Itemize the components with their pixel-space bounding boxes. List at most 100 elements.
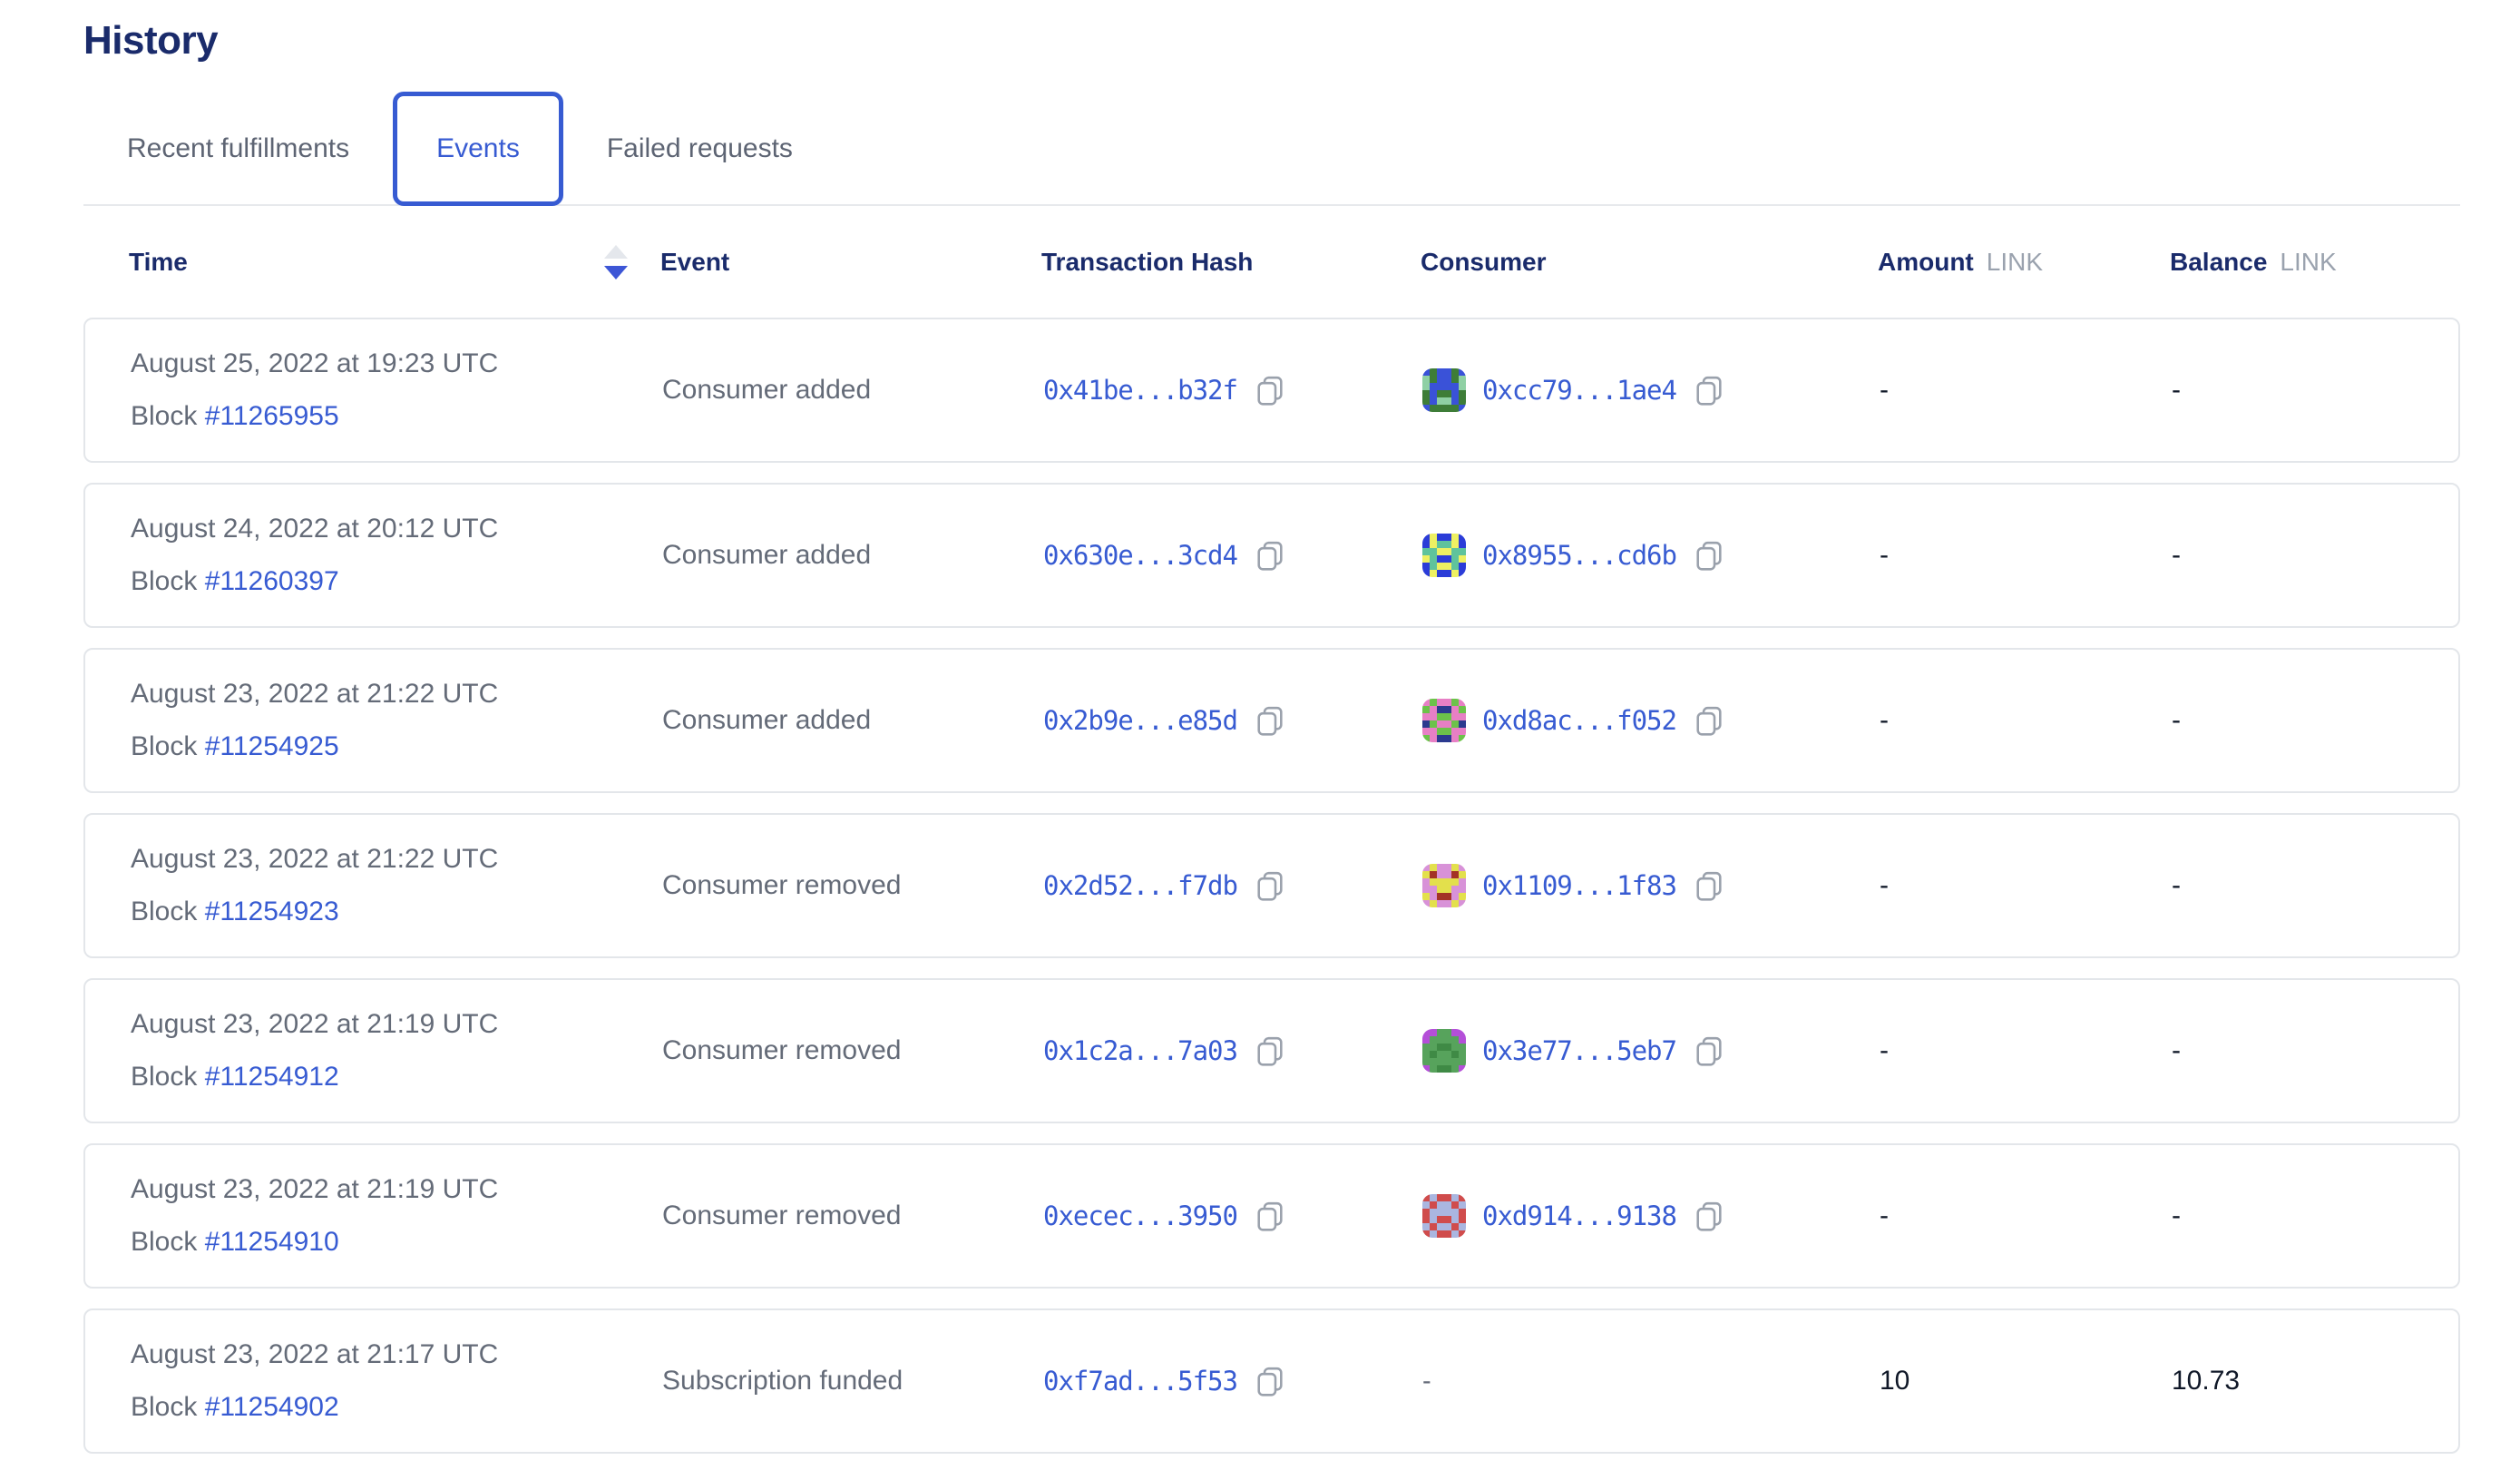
block-number-link[interactable]: #11254910 — [204, 1227, 339, 1257]
consumer-avatar — [1422, 534, 1466, 577]
consumer-cell: - — [1422, 1367, 1880, 1396]
tab-recent-fulfillments[interactable]: Recent fulfillments — [127, 133, 350, 163]
tx-hash-cell: 0xecec...3950 — [1043, 1200, 1422, 1232]
tx-hash-link[interactable]: 0x2b9e...e85d — [1043, 705, 1238, 736]
consumer-address-link[interactable]: 0x3e77...5eb7 — [1482, 1035, 1677, 1066]
tx-hash-cell: 0x2d52...f7db — [1043, 869, 1422, 902]
event-date: August 23, 2022 at 21:19 UTC — [131, 1174, 499, 1204]
event-type: Consumer added — [662, 540, 872, 570]
event-date: August 24, 2022 at 20:12 UTC — [131, 514, 499, 544]
copy-icon[interactable] — [1254, 1200, 1286, 1232]
column-header-time-label: Time — [129, 247, 188, 276]
consumer-address-link: - — [1422, 1366, 1431, 1396]
tab-bar: Recent fulfillments Events Failed requests — [83, 92, 2460, 206]
amount-unit-label: LINK — [1986, 247, 2044, 276]
sort-desc-icon — [604, 265, 628, 279]
consumer-avatar — [1422, 1194, 1466, 1238]
balance-value: - — [2172, 1035, 2181, 1065]
amount-value: - — [1880, 1035, 1889, 1065]
copy-icon[interactable] — [1254, 539, 1286, 572]
block-number-link[interactable]: #11254925 — [204, 731, 339, 761]
tab-divider — [83, 204, 2460, 206]
copy-icon[interactable] — [1693, 374, 1725, 407]
tx-hash-link[interactable]: 0x630e...3cd4 — [1043, 540, 1238, 571]
amount-value: - — [1880, 1200, 1889, 1230]
event-type: Consumer removed — [662, 1035, 902, 1065]
tx-hash-link[interactable]: 0x2d52...f7db — [1043, 870, 1238, 901]
copy-icon[interactable] — [1693, 539, 1725, 572]
block-number-link[interactable]: #11254912 — [204, 1062, 339, 1092]
time-cell: August 23, 2022 at 21:22 UTC Block #1125… — [131, 833, 662, 938]
copy-icon[interactable] — [1693, 1034, 1725, 1067]
table-header: Time Event Transaction Hash Consumer Amo… — [83, 206, 2460, 318]
copy-icon[interactable] — [1254, 1034, 1286, 1067]
balance-value: 10.73 — [2172, 1366, 2241, 1396]
consumer-address-link[interactable]: 0x8955...cd6b — [1482, 540, 1677, 571]
column-header-balance-label: Balance — [2170, 247, 2268, 276]
copy-icon[interactable] — [1254, 1365, 1286, 1397]
tx-hash-link[interactable]: 0x41be...b32f — [1043, 375, 1238, 406]
consumer-avatar — [1422, 864, 1466, 907]
consumer-address-link[interactable]: 0xcc79...1ae4 — [1482, 375, 1677, 406]
block-number-link[interactable]: #11254902 — [204, 1392, 339, 1422]
table-row: August 23, 2022 at 21:19 UTC Block #1125… — [83, 978, 2460, 1123]
copy-icon[interactable] — [1693, 869, 1725, 902]
consumer-address-link[interactable]: 0xd8ac...f052 — [1482, 705, 1677, 736]
consumer-cell: 0x8955...cd6b — [1422, 534, 1880, 577]
amount-value: 10 — [1880, 1366, 1910, 1396]
table-row: August 24, 2022 at 20:12 UTC Block #1126… — [83, 483, 2460, 628]
column-header-balance: Balance LINK — [2170, 248, 2460, 277]
tx-hash-link[interactable]: 0xecec...3950 — [1043, 1200, 1238, 1231]
time-cell: August 23, 2022 at 21:19 UTC Block #1125… — [131, 998, 662, 1103]
copy-icon[interactable] — [1254, 374, 1286, 407]
tx-hash-link[interactable]: 0xf7ad...5f53 — [1043, 1366, 1238, 1396]
column-header-event: Event — [660, 247, 730, 276]
consumer-address-link[interactable]: 0x1109...1f83 — [1482, 870, 1677, 901]
block-label: Block — [131, 401, 198, 431]
table-row: August 23, 2022 at 21:19 UTC Block #1125… — [83, 1143, 2460, 1289]
amount-value: - — [1880, 705, 1889, 735]
block-number-link[interactable]: #11254923 — [204, 897, 339, 926]
event-type: Consumer added — [662, 705, 872, 735]
sort-arrows-icon[interactable] — [604, 244, 628, 279]
balance-value: - — [2172, 375, 2181, 405]
consumer-address-link[interactable]: 0xd914...9138 — [1482, 1200, 1677, 1231]
block-label: Block — [131, 731, 198, 761]
tx-hash-cell: 0x2b9e...e85d — [1043, 704, 1422, 737]
amount-value: - — [1880, 375, 1889, 405]
event-date: August 23, 2022 at 21:22 UTC — [131, 844, 499, 874]
consumer-cell: 0x3e77...5eb7 — [1422, 1029, 1880, 1073]
column-header-amount: Amount LINK — [1878, 248, 2170, 277]
tab-failed-requests[interactable]: Failed requests — [606, 133, 793, 163]
consumer-cell: 0xd8ac...f052 — [1422, 699, 1880, 742]
tx-hash-cell: 0x630e...3cd4 — [1043, 539, 1422, 572]
event-date: August 25, 2022 at 19:23 UTC — [131, 348, 499, 378]
tab-events[interactable]: Events — [393, 92, 563, 206]
consumer-cell: 0xcc79...1ae4 — [1422, 368, 1880, 412]
column-header-consumer: Consumer — [1421, 247, 1547, 276]
time-cell: August 23, 2022 at 21:19 UTC Block #1125… — [131, 1163, 662, 1269]
consumer-avatar — [1422, 368, 1466, 412]
page-title: History — [83, 18, 219, 63]
consumer-avatar — [1422, 1029, 1466, 1073]
event-type: Consumer removed — [662, 1200, 902, 1230]
event-date: August 23, 2022 at 21:19 UTC — [131, 1009, 499, 1039]
balance-unit-label: LINK — [2280, 247, 2337, 276]
time-cell: August 25, 2022 at 19:23 UTC Block #1126… — [131, 338, 662, 443]
copy-icon[interactable] — [1693, 1200, 1725, 1232]
block-number-link[interactable]: #11265955 — [204, 401, 339, 431]
copy-icon[interactable] — [1254, 704, 1286, 737]
tx-hash-link[interactable]: 0x1c2a...7a03 — [1043, 1035, 1238, 1066]
copy-icon[interactable] — [1254, 869, 1286, 902]
amount-value: - — [1880, 540, 1889, 570]
consumer-cell: 0x1109...1f83 — [1422, 864, 1880, 907]
event-type: Consumer added — [662, 375, 872, 405]
column-header-time[interactable]: Time — [129, 244, 660, 279]
events-table-body: August 25, 2022 at 19:23 UTC Block #1126… — [83, 318, 2460, 1454]
block-label: Block — [131, 1227, 198, 1257]
copy-icon[interactable] — [1693, 704, 1725, 737]
time-cell: August 23, 2022 at 21:22 UTC Block #1125… — [131, 668, 662, 773]
amount-value: - — [1880, 870, 1889, 900]
block-number-link[interactable]: #11260397 — [204, 566, 339, 596]
column-header-transaction-hash: Transaction Hash — [1041, 247, 1254, 276]
